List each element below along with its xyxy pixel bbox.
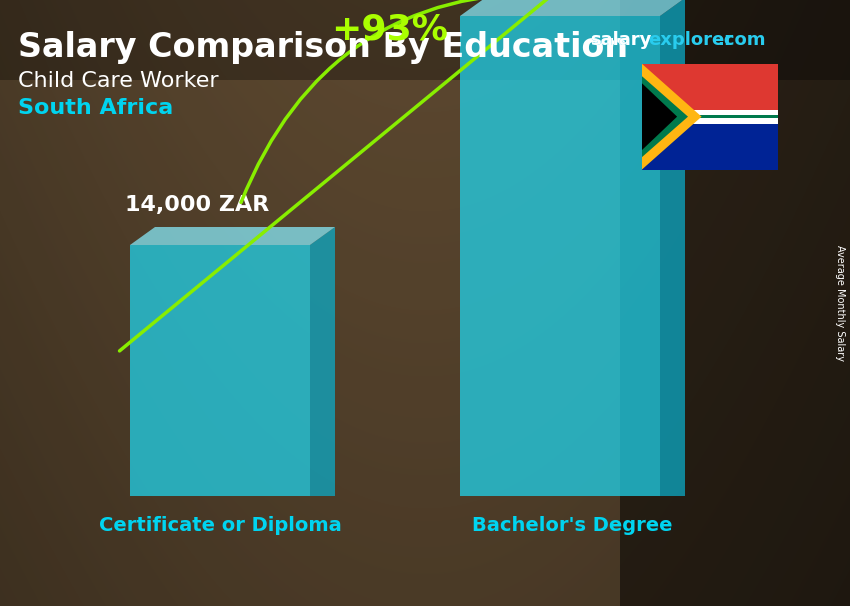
Text: explorer: explorer xyxy=(648,31,733,49)
Text: +93%: +93% xyxy=(332,12,449,46)
Polygon shape xyxy=(130,227,335,245)
Polygon shape xyxy=(642,118,778,124)
Polygon shape xyxy=(310,227,335,496)
FancyBboxPatch shape xyxy=(130,245,310,496)
Polygon shape xyxy=(642,110,778,115)
FancyBboxPatch shape xyxy=(460,16,660,496)
Polygon shape xyxy=(642,64,778,170)
Text: Salary Comparison By Education: Salary Comparison By Education xyxy=(18,31,628,64)
Text: South Africa: South Africa xyxy=(18,98,173,118)
Text: Certificate or Diploma: Certificate or Diploma xyxy=(99,516,342,535)
Text: Bachelor's Degree: Bachelor's Degree xyxy=(473,516,672,535)
Polygon shape xyxy=(642,64,701,170)
FancyArrowPatch shape xyxy=(120,0,554,351)
Polygon shape xyxy=(642,83,677,150)
Text: salary: salary xyxy=(590,31,651,49)
Polygon shape xyxy=(460,0,685,16)
Text: 14,000 ZAR: 14,000 ZAR xyxy=(125,195,269,215)
Text: .com: .com xyxy=(717,31,766,49)
Polygon shape xyxy=(642,64,778,110)
Text: Child Care Worker: Child Care Worker xyxy=(18,71,218,91)
Text: Average Monthly Salary: Average Monthly Salary xyxy=(835,245,845,361)
Polygon shape xyxy=(660,0,685,496)
Polygon shape xyxy=(642,124,778,170)
Polygon shape xyxy=(642,76,688,158)
Text: salary: salary xyxy=(590,31,651,49)
